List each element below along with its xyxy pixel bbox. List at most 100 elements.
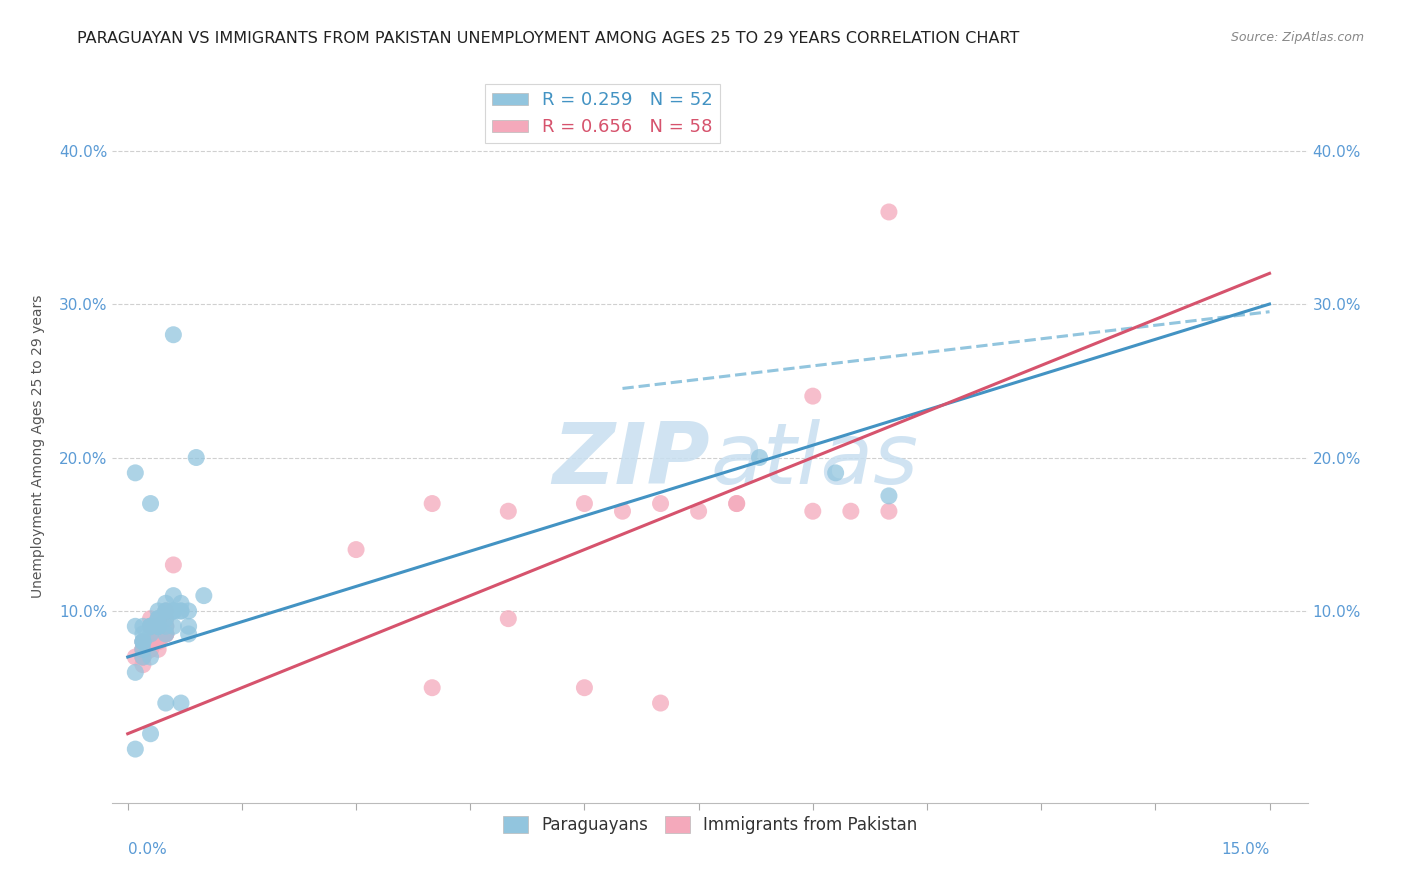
Point [139,619,162,633]
Point [155,627,177,641]
Point [155,627,177,641]
Point [132,642,155,657]
Point [612,504,634,518]
Point [146,627,169,641]
Point [177,627,200,641]
Point [146,634,169,648]
Point [155,696,177,710]
Y-axis label: Unemployment Among Ages 25 to 29 years: Unemployment Among Ages 25 to 29 years [31,294,45,598]
Point [162,604,184,618]
Point [146,619,169,633]
Point [132,650,155,665]
Point [132,634,155,648]
Point [574,497,596,511]
Text: 15.0%: 15.0% [1222,842,1270,856]
Point [146,619,169,633]
Point [139,497,162,511]
Point [139,634,162,648]
Point [155,604,177,618]
Point [186,450,208,465]
Point [139,642,162,657]
Point [139,627,162,641]
Point [132,642,155,657]
Point [146,619,169,633]
Point [725,497,748,511]
Point [420,497,443,511]
Point [124,665,146,680]
Point [132,619,155,633]
Point [146,612,169,626]
Text: atlas: atlas [710,418,918,502]
Legend: Paraguayans, Immigrants from Pakistan: Paraguayans, Immigrants from Pakistan [496,809,924,841]
Point [132,650,155,665]
Point [139,634,162,648]
Point [155,627,177,641]
Point [132,634,155,648]
Point [139,612,162,626]
Point [801,504,824,518]
Point [146,619,169,633]
Point [162,327,184,342]
Point [155,619,177,633]
Point [146,642,169,657]
Point [139,727,162,741]
Point [124,466,146,480]
Point [155,619,177,633]
Point [162,558,184,572]
Point [839,504,862,518]
Text: ZIP: ZIP [553,418,710,502]
Point [132,650,155,665]
Point [650,696,672,710]
Point [498,612,520,626]
Point [162,604,184,618]
Point [146,604,169,618]
Point [877,205,900,219]
Point [139,619,162,633]
Point [162,604,184,618]
Point [344,542,367,557]
Point [146,619,169,633]
Text: 0.0%: 0.0% [128,842,166,856]
Point [177,604,200,618]
Point [162,619,184,633]
Point [146,634,169,648]
Point [155,619,177,633]
Point [748,450,770,465]
Point [155,612,177,626]
Point [650,497,672,511]
Point [132,642,155,657]
Point [146,612,169,626]
Point [420,681,443,695]
Point [132,650,155,665]
Point [139,634,162,648]
Point [824,466,846,480]
Point [139,634,162,648]
Point [139,650,162,665]
Point [155,627,177,641]
Text: Source: ZipAtlas.com: Source: ZipAtlas.com [1230,31,1364,45]
Point [498,504,520,518]
Point [124,742,146,756]
Point [155,604,177,618]
Point [155,627,177,641]
Point [139,642,162,657]
Point [146,619,169,633]
Point [155,604,177,618]
Point [574,681,596,695]
Point [146,627,169,641]
Point [139,634,162,648]
Point [877,504,900,518]
Text: PARAGUAYAN VS IMMIGRANTS FROM PAKISTAN UNEMPLOYMENT AMONG AGES 25 TO 29 YEARS CO: PARAGUAYAN VS IMMIGRANTS FROM PAKISTAN U… [77,31,1019,46]
Point [132,634,155,648]
Point [139,619,162,633]
Point [132,627,155,641]
Point [132,657,155,672]
Point [139,619,162,633]
Point [725,497,748,511]
Point [801,389,824,403]
Point [132,642,155,657]
Point [177,619,200,633]
Point [146,619,169,633]
Point [155,596,177,610]
Point [146,627,169,641]
